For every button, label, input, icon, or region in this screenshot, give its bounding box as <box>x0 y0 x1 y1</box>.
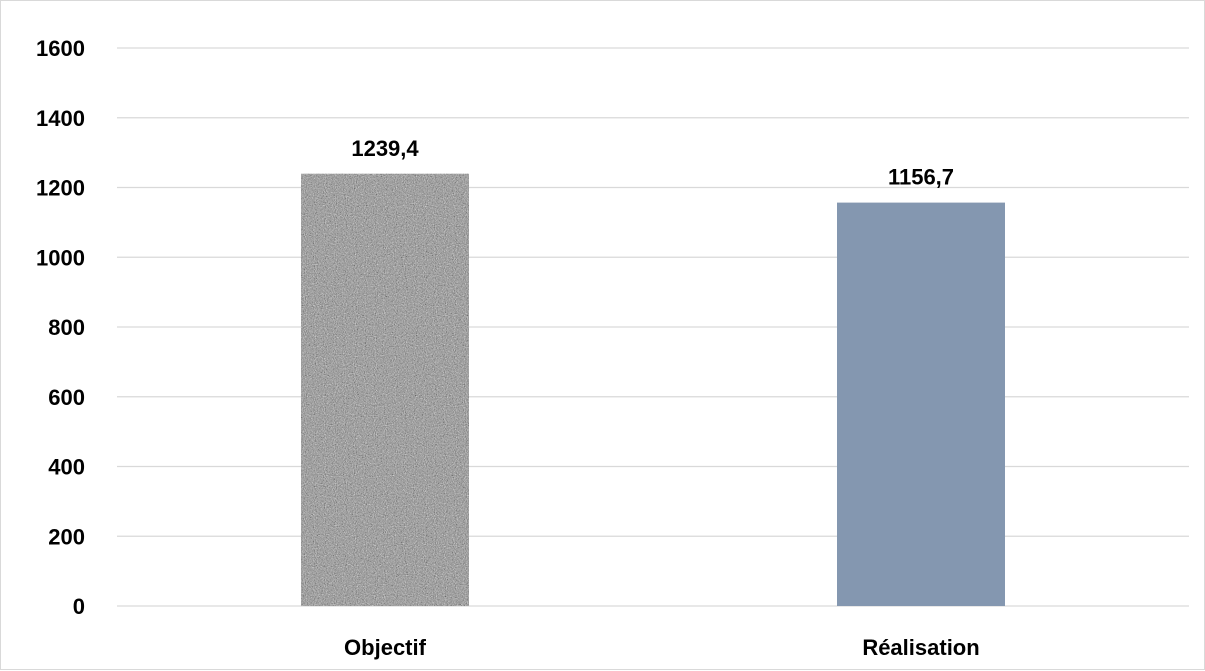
y-tick-label: 0 <box>73 594 85 619</box>
y-tick-label: 1000 <box>36 245 85 270</box>
y-tick-label: 1200 <box>36 176 85 201</box>
y-tick-label: 1400 <box>36 106 85 131</box>
x-category-label: Objectif <box>344 635 427 660</box>
y-tick-label: 1600 <box>36 36 85 61</box>
bars <box>301 173 1005 606</box>
data-label: 1239,4 <box>351 136 419 161</box>
bar-texture <box>301 173 469 606</box>
bar-ralisation <box>837 202 1005 606</box>
x-axis-categories: Objectif Réalisation <box>344 635 980 660</box>
y-tick-label: 200 <box>48 524 85 549</box>
x-category-label: Réalisation <box>862 635 979 660</box>
y-axis-ticks: 0 200 400 600 800 1000 1200 1400 1600 <box>36 36 85 619</box>
data-label: 1156,7 <box>888 165 954 190</box>
data-labels: 1239,4 1156,7 <box>351 136 954 190</box>
y-tick-label: 800 <box>48 315 85 340</box>
y-tick-label: 400 <box>48 455 85 480</box>
y-tick-label: 600 <box>48 385 85 410</box>
gridlines <box>117 47 1189 607</box>
